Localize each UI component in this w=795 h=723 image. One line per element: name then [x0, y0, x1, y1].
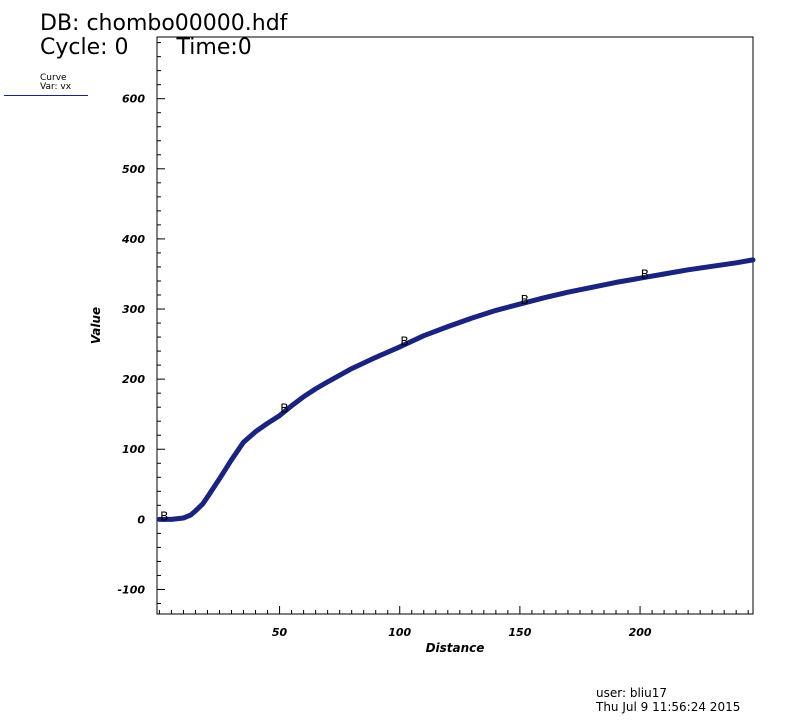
curve-marker-label: B — [641, 267, 649, 281]
x-tick-label: 50 — [272, 626, 288, 639]
x-axis: 50 100 150 200 — [158, 606, 749, 639]
y-tick-label: 0 — [137, 513, 145, 526]
time-label: Time:0 — [176, 35, 252, 60]
series-layer: B B B B B — [156, 257, 756, 523]
y-tick-label: 100 — [122, 443, 145, 456]
x-tick-label: 150 — [508, 626, 531, 639]
y-tick-label: 500 — [122, 163, 145, 176]
footer-user: user: bliu17 — [596, 686, 667, 700]
legend-variable: Var: vx — [40, 82, 72, 92]
legend-plot-type: Curve — [40, 73, 67, 83]
x-tick-label: 200 — [629, 626, 652, 639]
curve-marker-label: B — [521, 293, 529, 307]
y-tick-label: 200 — [122, 373, 145, 386]
y-tick-label: 400 — [121, 233, 145, 246]
database-label: DB: chombo00000.hdf — [40, 11, 288, 36]
series-line — [156, 257, 756, 522]
y-tick-label: -100 — [117, 583, 145, 596]
y-tick-label: 300 — [122, 303, 145, 316]
y-axis-title: Value — [89, 307, 103, 344]
cycle-label: Cycle: 0 — [40, 35, 129, 60]
cycle-time-line: Cycle: 0 Time:0 — [40, 36, 252, 60]
footer-date: Thu Jul 9 11:56:24 2015 — [596, 700, 741, 714]
x-axis-title: Distance — [426, 641, 485, 655]
legend-line-swatch — [4, 95, 88, 96]
y-tick-label: 600 — [122, 93, 145, 106]
y-axis: -100 0 100 200 300 400 500 600 — [117, 42, 165, 604]
curve-marker-label: B — [160, 509, 168, 523]
plot-frame — [156, 36, 754, 615]
x-tick-label: 100 — [388, 626, 411, 639]
curve-marker-label: B — [280, 402, 288, 416]
curve-marker-label: B — [400, 335, 408, 349]
